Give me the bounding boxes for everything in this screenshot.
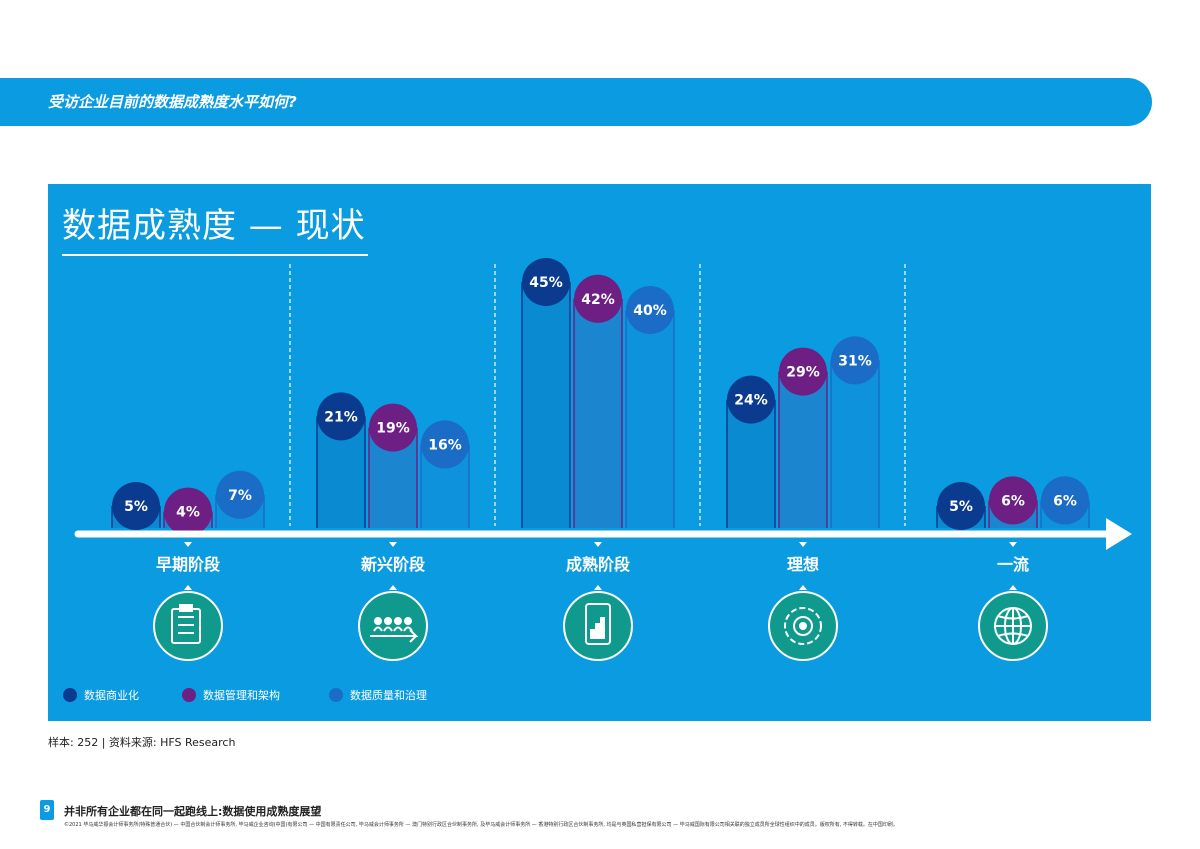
footer-legal: ©2021 毕马威华振会计师事务所(特殊普通合伙) — 中国合伙制会计师事务所,… <box>64 822 898 828</box>
value-bubble <box>369 403 417 452</box>
value-bubble <box>317 392 365 441</box>
chart-panel: 数据成熟度 — 现状 5% 21% 45% 24% 5% 4% 19% 42% 29% 6% 7% 1… <box>48 184 1151 721</box>
data-label: 31% <box>838 353 872 369</box>
tick-marker <box>799 542 807 547</box>
data-label: 5% <box>124 499 148 515</box>
tablet-chart-glyph <box>585 603 611 645</box>
axis-arrowhead <box>1106 518 1132 550</box>
tick-marker <box>594 585 602 590</box>
tick-marker <box>389 542 397 547</box>
value-bubble <box>216 470 264 519</box>
value-bubble <box>1041 476 1089 525</box>
category-label: 新兴阶段 <box>361 555 426 574</box>
question-banner: 受访企业目前的数据成熟度水平如何? <box>0 78 1152 126</box>
value-bubble <box>989 476 1037 525</box>
bar-2-2 <box>626 310 674 528</box>
tick-marker <box>799 585 807 590</box>
globe-glyph <box>994 607 1032 645</box>
title-underline <box>62 254 368 256</box>
page-number: 9 <box>40 800 54 820</box>
value-bubble <box>421 420 469 469</box>
bar-2-3 <box>831 360 879 528</box>
legend-label: 数据质量和治理 <box>350 688 427 702</box>
tick-marker <box>389 585 397 590</box>
maturity-chart: 5% 21% 45% 24% 5% 4% 19% 42% 29% 6% 7% 16% 40% 31% 6% 早… <box>63 258 1132 702</box>
category-label: 一流 <box>997 555 1029 574</box>
legend-swatch <box>63 688 77 702</box>
legend-label: 数据管理和架构 <box>203 688 280 702</box>
tick-marker <box>184 585 192 590</box>
category-label: 理想 <box>787 555 819 574</box>
panel-title: 数据成熟度 — 现状 <box>62 206 366 246</box>
team-growth-glyph <box>370 617 419 643</box>
data-label: 16% <box>428 437 462 453</box>
footer-title: 并非所有企业都在同一起跑线上:数据使用成熟度展望 <box>64 805 322 818</box>
value-bubble <box>164 487 212 536</box>
value-bubble <box>937 482 985 530</box>
value-bubble <box>831 336 879 385</box>
data-label: 7% <box>228 488 252 504</box>
team-growth-icon <box>358 591 428 661</box>
value-bubble <box>574 274 622 323</box>
bar-0-2 <box>522 282 570 528</box>
clipboard-glyph <box>171 604 201 644</box>
bar-1-3 <box>779 371 827 528</box>
value-bubble <box>779 347 827 396</box>
value-bubble <box>727 375 775 424</box>
data-label: 45% <box>529 275 563 291</box>
tick-marker <box>1009 585 1017 590</box>
data-label: 24% <box>734 393 768 409</box>
category-label: 早期阶段 <box>156 555 221 574</box>
value-bubble <box>112 482 160 530</box>
data-label: 40% <box>633 303 667 319</box>
category-label: 成熟阶段 <box>566 555 631 574</box>
data-label: 6% <box>1001 493 1025 509</box>
data-label: 21% <box>324 409 358 425</box>
gear-target-glyph <box>784 607 822 645</box>
value-bubble <box>522 258 570 306</box>
bar-1-2 <box>574 298 622 528</box>
data-label: 19% <box>376 421 410 437</box>
tick-marker <box>184 542 192 547</box>
data-label: 4% <box>176 505 200 521</box>
value-bubble <box>626 286 674 334</box>
legend-swatch <box>329 688 343 702</box>
tick-marker <box>1009 542 1017 547</box>
data-label: 42% <box>581 292 615 308</box>
legend-swatch <box>182 688 196 702</box>
question-text: 受访企业目前的数据成熟度水平如何? <box>48 93 297 111</box>
data-label: 5% <box>949 499 973 515</box>
data-label: 29% <box>786 365 820 381</box>
data-label: 6% <box>1053 493 1077 509</box>
legend-label: 数据商业化 <box>84 688 139 702</box>
source-note: 样本: 252 | 资料来源: HFS Research <box>48 736 236 749</box>
tick-marker <box>594 542 602 547</box>
